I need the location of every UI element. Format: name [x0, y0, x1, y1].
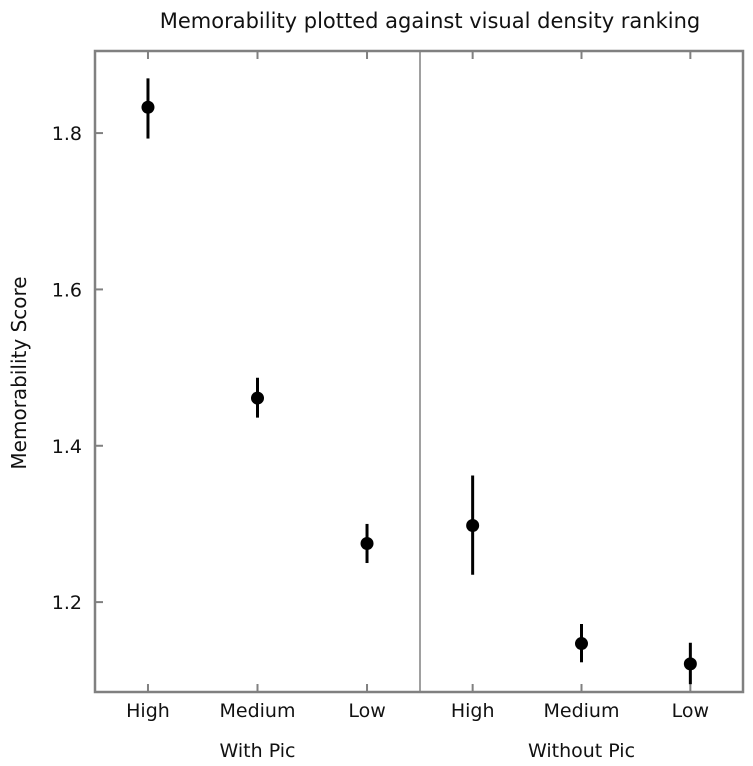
chart-title: Memorability plotted against visual dens…: [160, 9, 701, 33]
x-category-label: High: [451, 700, 495, 722]
ticks-layer: [95, 51, 692, 692]
data-point: [575, 637, 588, 651]
x-category-label: Medium: [220, 700, 296, 722]
y-tick-label: 1.6: [52, 279, 82, 301]
x-category-label: Medium: [544, 700, 620, 722]
data-point: [141, 100, 155, 114]
data-point: [466, 518, 480, 532]
y-axis-label: Memorability Score: [7, 276, 31, 469]
x-category-label: High: [126, 700, 170, 722]
panel-label: With Pic: [220, 740, 296, 762]
marks-layer: [141, 78, 697, 685]
x-category-label: Low: [348, 700, 385, 722]
y-tick-label: 1.2: [52, 592, 82, 614]
data-point: [683, 657, 697, 671]
y-tick-label: 1.4: [52, 436, 82, 458]
y-tick-label: 1.8: [52, 123, 82, 145]
data-point: [251, 391, 264, 405]
data-point: [360, 536, 374, 550]
labels-layer: 1.2 1.4 1.6 1.8 High Medium Low With Pic High Med…: [52, 123, 709, 762]
x-category-label: Low: [672, 700, 709, 722]
panel-label: Without Pic: [528, 740, 635, 762]
plot-frame: [93, 49, 745, 694]
